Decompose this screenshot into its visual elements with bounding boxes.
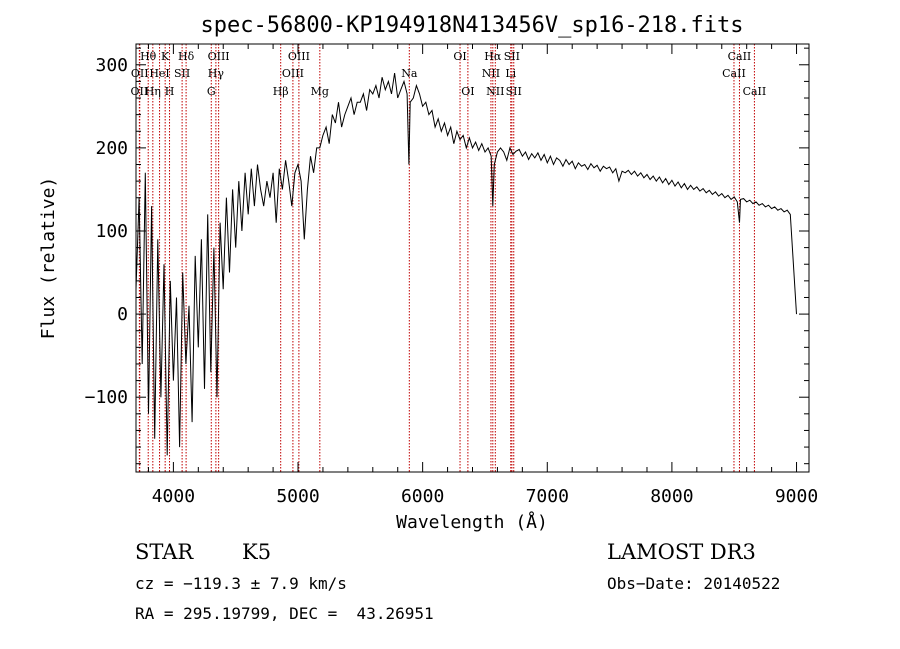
line-label: NII (486, 85, 504, 98)
line-label: OIII (288, 50, 310, 63)
line-label: CaII (722, 67, 746, 80)
line-label: OII (131, 67, 149, 80)
chart-title: spec-56800-KP194918N413456V_sp16-218.fit… (200, 13, 743, 38)
y-tick-label: 300 (95, 55, 128, 76)
line-label: Hβ (273, 85, 289, 98)
x-tick-label: 4000 (152, 486, 195, 507)
line-label: Hθ (140, 50, 157, 63)
line-label: OI (453, 50, 466, 63)
y-tick-label: 0 (117, 304, 128, 325)
line-label: NII (482, 67, 500, 80)
line-label: HeI (149, 67, 169, 80)
x-tick-label: 6000 (401, 486, 444, 507)
line-label: G (207, 85, 216, 98)
line-label: Na (401, 67, 418, 80)
survey-name: LAMOST DR3 (607, 540, 756, 564)
line-label: CaII (743, 85, 767, 98)
coordinates: RA = 295.19799, DEC = 43.26951 (135, 604, 434, 623)
obs-date: Obs−Date: 20140522 (607, 574, 781, 593)
y-tick-label: −100 (85, 387, 128, 408)
line-label: H (165, 85, 175, 98)
line-label: Hη (145, 85, 161, 98)
line-label: K (161, 50, 170, 63)
line-label: Li (505, 67, 516, 80)
y-tick-label: 100 (95, 221, 128, 242)
line-labels: OII OII Hθ Hη HeI K H SII Hδ G Hγ OIII Hβ OIII OIII Mg N… (131, 50, 767, 98)
x-axis-label: Wavelength (Å) (396, 511, 548, 533)
line-label: OII (131, 85, 149, 98)
x-tick-label: 9000 (775, 486, 818, 507)
redshift-readout: cz = −119.3 ± 7.9 km/s (135, 574, 347, 593)
spectral-lines (138, 44, 755, 472)
x-axis-ticks: 4000 5000 6000 7000 8000 9000 (147, 44, 818, 507)
line-label: Hα (484, 50, 502, 63)
line-label: Hδ (178, 50, 195, 63)
line-label: CaII (728, 50, 752, 63)
line-label: Hγ (208, 67, 225, 80)
line-label: Mg (311, 85, 329, 98)
line-label: OIII (208, 50, 230, 63)
spectrum-line (135, 73, 797, 456)
object-class: STAR (135, 540, 194, 564)
y-tick-label: 200 (95, 138, 128, 159)
x-tick-label: 5000 (276, 486, 319, 507)
object-subclass: K5 (242, 540, 272, 564)
x-tick-label: 8000 (650, 486, 693, 507)
y-axis-ticks: −100 0 100 200 300 (85, 47, 809, 465)
line-label: SII (504, 50, 520, 63)
x-tick-label: 7000 (526, 486, 569, 507)
line-label: SII (174, 67, 190, 80)
line-label: SII (506, 85, 522, 98)
plot-frame (135, 43, 810, 473)
line-label: OI (461, 85, 474, 98)
y-axis-label: Flux (relative) (38, 177, 59, 340)
line-label: OIII (282, 67, 304, 80)
